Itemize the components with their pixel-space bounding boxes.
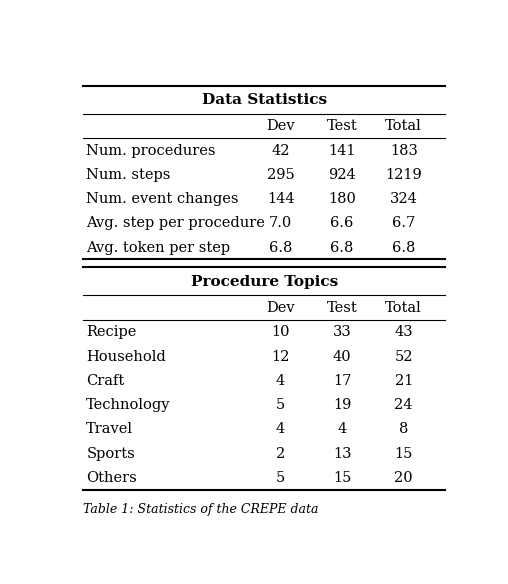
Text: 43: 43 — [394, 325, 413, 339]
Text: Avg. step per procedure: Avg. step per procedure — [86, 217, 265, 231]
Text: 5: 5 — [276, 471, 285, 485]
Text: Travel: Travel — [86, 422, 133, 436]
Text: 8: 8 — [399, 422, 408, 436]
Text: 6.6: 6.6 — [331, 217, 354, 231]
Text: 6.8: 6.8 — [269, 241, 292, 255]
Text: 7.0: 7.0 — [269, 217, 292, 231]
Text: 42: 42 — [271, 144, 290, 158]
Text: 6.8: 6.8 — [331, 241, 354, 255]
Text: 17: 17 — [333, 374, 352, 388]
Text: Recipe: Recipe — [86, 325, 137, 339]
Text: 2: 2 — [276, 447, 285, 461]
Text: Table 1: Statistics of the CREPE data: Table 1: Statistics of the CREPE data — [83, 503, 319, 516]
Text: 324: 324 — [390, 192, 418, 206]
Text: 21: 21 — [395, 374, 413, 388]
Text: Dev: Dev — [266, 119, 295, 133]
Text: Dev: Dev — [266, 301, 295, 315]
Text: 4: 4 — [276, 374, 285, 388]
Text: 15: 15 — [395, 447, 413, 461]
Text: Craft: Craft — [86, 374, 124, 388]
Text: 180: 180 — [328, 192, 356, 206]
Text: Test: Test — [327, 119, 358, 133]
Text: 15: 15 — [333, 471, 352, 485]
Text: Num. event changes: Num. event changes — [86, 192, 239, 206]
Text: 1219: 1219 — [386, 168, 422, 182]
Text: 295: 295 — [267, 168, 295, 182]
Text: 183: 183 — [390, 144, 418, 158]
Text: Total: Total — [386, 301, 422, 315]
Text: 13: 13 — [333, 447, 352, 461]
Text: Num. steps: Num. steps — [86, 168, 171, 182]
Text: 144: 144 — [267, 192, 295, 206]
Text: 141: 141 — [328, 144, 356, 158]
Text: Others: Others — [86, 471, 137, 485]
Text: Total: Total — [386, 119, 422, 133]
Text: Household: Household — [86, 350, 166, 364]
Text: 40: 40 — [333, 350, 352, 364]
Text: 24: 24 — [395, 398, 413, 412]
Text: Num. procedures: Num. procedures — [86, 144, 216, 158]
Text: 924: 924 — [328, 168, 356, 182]
Text: 52: 52 — [395, 350, 413, 364]
Text: 33: 33 — [333, 325, 352, 339]
Text: Avg. token per step: Avg. token per step — [86, 241, 231, 255]
Text: 4: 4 — [337, 422, 347, 436]
Text: Sports: Sports — [86, 447, 135, 461]
Text: 20: 20 — [394, 471, 413, 485]
Text: 12: 12 — [271, 350, 290, 364]
Text: Test: Test — [327, 301, 358, 315]
Text: 6.8: 6.8 — [392, 241, 416, 255]
Text: 4: 4 — [276, 422, 285, 436]
Text: 5: 5 — [276, 398, 285, 412]
Text: Technology: Technology — [86, 398, 171, 412]
Text: Procedure Topics: Procedure Topics — [190, 275, 338, 289]
Text: 10: 10 — [271, 325, 290, 339]
Text: 6.7: 6.7 — [392, 217, 416, 231]
Text: Data Statistics: Data Statistics — [202, 93, 327, 107]
Text: 19: 19 — [333, 398, 352, 412]
